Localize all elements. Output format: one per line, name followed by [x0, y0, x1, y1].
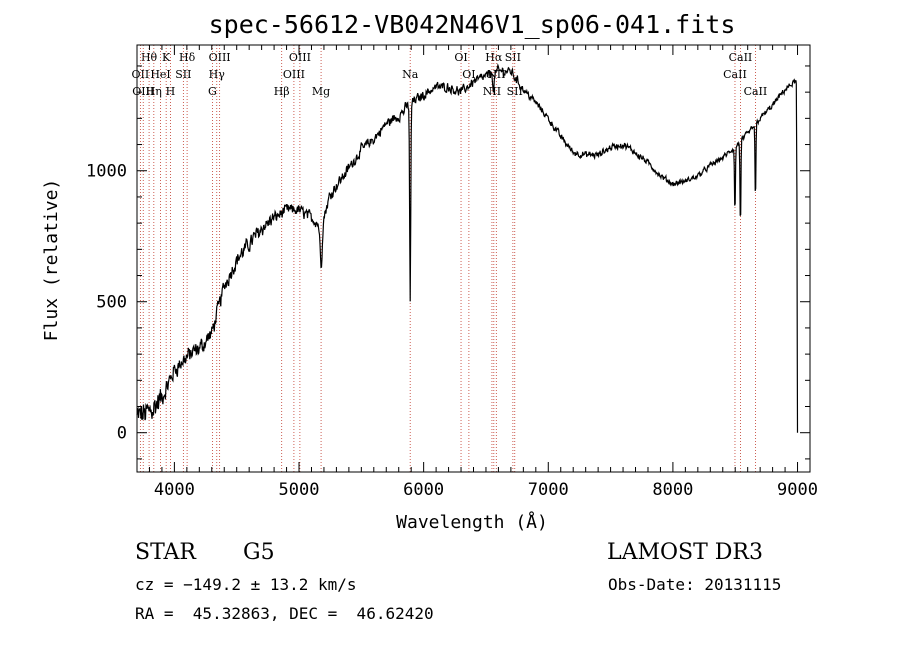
line-marker-label: Hδ — [179, 51, 196, 64]
line-marker-label: H — [166, 85, 176, 98]
line-marker-label: OIII — [132, 85, 154, 98]
y-axis-label: Flux (relative) — [41, 179, 62, 342]
line-marker-label: OI — [454, 51, 467, 64]
spectrum-line — [136, 62, 799, 433]
x-tick-label: 5000 — [279, 480, 320, 500]
chart-title: spec-56612-VB042N46V1_sp06-041.fits — [209, 10, 736, 39]
line-marker-label: K — [162, 51, 171, 64]
y-tick-label: 0 — [117, 424, 127, 444]
line-marker-label: Hθ — [141, 51, 158, 64]
line-marker-label: OIII — [283, 68, 305, 81]
line-marker-label: OII — [132, 68, 150, 81]
line-marker-label: Hγ — [209, 68, 226, 81]
x-tick-label: 9000 — [777, 480, 818, 500]
redshift-text: cz = −149.2 ± 13.2 km/s — [135, 575, 357, 594]
axis-ticks: 4000 5000 6000 7000 8000 9000 0 500 1000 — [86, 45, 818, 500]
line-marker-label: NII — [483, 85, 501, 98]
line-marker-label: OIII — [289, 51, 311, 64]
line-marker-label: CaII — [723, 68, 747, 81]
subclass: G5 — [243, 540, 275, 565]
line-marker-label: SII — [507, 85, 523, 98]
line-marker-label: G — [208, 85, 217, 98]
line-marker-label: CaII — [744, 85, 768, 98]
line-marker-label: Mg — [312, 85, 330, 98]
emission-line-markers: Hθ OII OIII K HeI Hη Hδ SII H OIII Hγ G OIII OIII Hβ Mg… — [132, 45, 768, 472]
line-marker-label: Hα — [485, 51, 503, 64]
object-class: STAR — [135, 540, 196, 565]
y-tick-label: 1000 — [86, 162, 127, 182]
coordinates: RA = 45.32863, DEC = 46.62420 — [135, 604, 434, 623]
line-marker-label: Hβ — [274, 85, 290, 98]
x-axis-label: Wavelength (Å) — [396, 511, 548, 533]
x-tick-label: 8000 — [652, 480, 693, 500]
survey-name: LAMOST DR3 — [607, 540, 763, 565]
x-tick-label: 4000 — [154, 480, 195, 500]
y-tick-label: 500 — [96, 293, 127, 313]
line-marker-label: Na — [402, 68, 419, 81]
line-marker-label: Hη — [146, 85, 162, 98]
line-marker-label: HeI — [150, 68, 170, 81]
x-tick-label: 6000 — [403, 480, 444, 500]
line-marker-label: OI — [462, 68, 475, 81]
obs-date: Obs-Date: 20131115 — [608, 575, 782, 594]
line-marker-label: SII — [505, 51, 521, 64]
line-marker-label: CaII — [729, 51, 753, 64]
line-marker-label: SII — [175, 68, 191, 81]
x-tick-label: 7000 — [528, 480, 569, 500]
line-marker-label: OIII — [209, 51, 231, 64]
